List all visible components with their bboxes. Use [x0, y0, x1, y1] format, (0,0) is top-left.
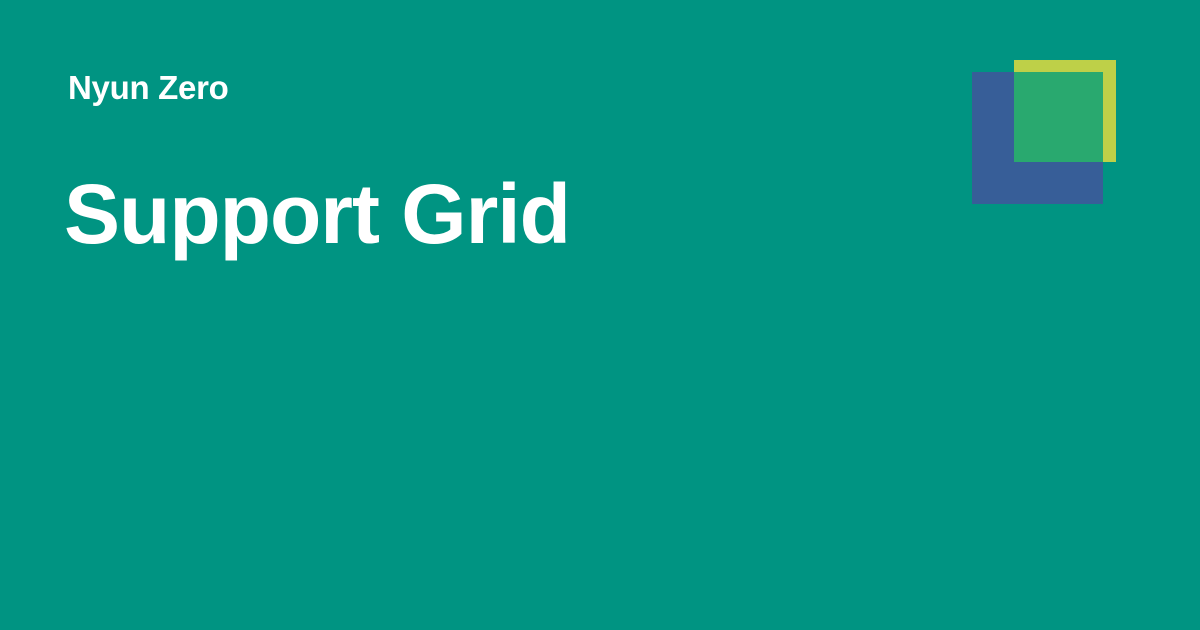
page-title: Support Grid	[64, 167, 571, 261]
brand-name: Nyun Zero	[68, 69, 229, 106]
logo-overlap-square	[1014, 72, 1103, 162]
overlapping-squares-logo-icon	[972, 60, 1116, 204]
